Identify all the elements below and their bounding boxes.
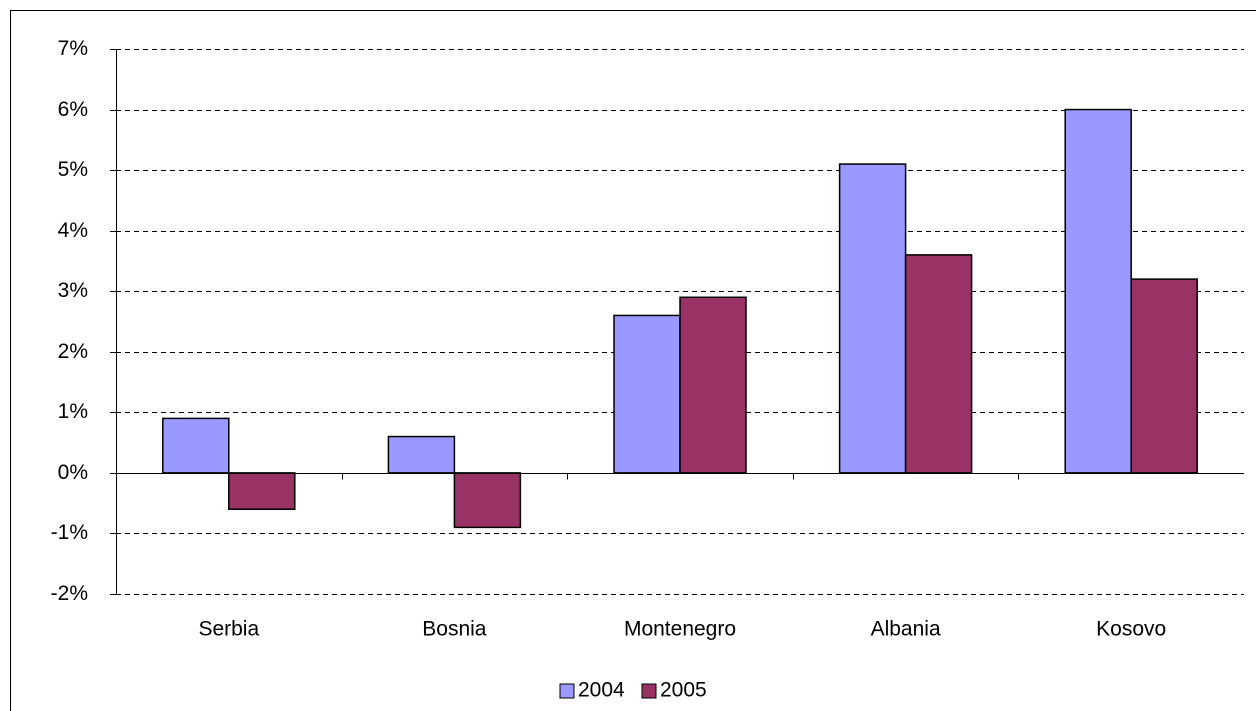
- legend-label: 2005: [660, 679, 707, 702]
- y-tick-label: 0%: [58, 461, 88, 484]
- x-tick-label: Albania: [871, 618, 941, 641]
- legend-swatch: [559, 683, 575, 699]
- bar: [613, 314, 681, 474]
- x-tick-label: Kosovo: [1096, 618, 1166, 641]
- x-tick-label: Montenegro: [624, 618, 736, 641]
- bar: [453, 472, 522, 529]
- bar: [228, 472, 296, 510]
- y-tick-label: -1%: [51, 521, 88, 544]
- y-tick-label: 1%: [58, 400, 88, 423]
- bar: [1064, 108, 1132, 474]
- y-tick-label: 2%: [58, 340, 88, 363]
- legend-swatch: [641, 683, 657, 699]
- bar: [162, 417, 230, 474]
- y-tick-label: 4%: [58, 219, 88, 242]
- y-tick-label: 5%: [58, 158, 88, 181]
- x-tick-label: Bosnia: [422, 618, 487, 641]
- bar: [1130, 278, 1198, 474]
- bar: [387, 435, 456, 474]
- x-tick-label: Serbia: [198, 618, 259, 641]
- y-tick-label: 3%: [58, 279, 88, 302]
- y-tick-label: -2%: [51, 582, 88, 605]
- bar: [904, 254, 973, 474]
- bar: [838, 163, 907, 474]
- y-tick-label: 7%: [58, 37, 88, 60]
- legend-label: 2004: [578, 679, 625, 702]
- y-tick-label: 6%: [58, 98, 88, 121]
- bar: [679, 296, 747, 474]
